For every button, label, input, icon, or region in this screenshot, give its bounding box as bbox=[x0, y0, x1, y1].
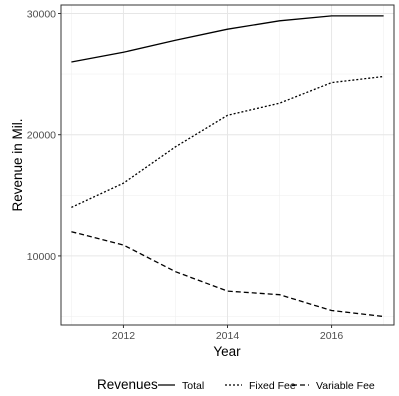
y-axis: 10000 20000 30000 bbox=[27, 8, 61, 263]
series-line-variable-fee bbox=[71, 231, 384, 318]
series-line-fixed-fee bbox=[71, 75, 384, 208]
x-axis-title: Year bbox=[213, 344, 241, 359]
y-tick-label: 30000 bbox=[27, 8, 56, 20]
legend-label-fixed-fee: Fixed Fee bbox=[249, 380, 296, 392]
x-tick-label: 2012 bbox=[112, 330, 136, 342]
legend: Revenues Total Fixed Fee Variable Fee bbox=[97, 377, 375, 392]
y-tick-label: 10000 bbox=[27, 251, 56, 263]
x-tick-label: 2014 bbox=[216, 330, 240, 342]
legend-label-variable-fee: Variable Fee bbox=[316, 380, 375, 392]
legend-title: Revenues bbox=[97, 377, 158, 392]
y-axis-title: Revenue in Mil. bbox=[10, 118, 25, 211]
x-tick-label: 2016 bbox=[320, 330, 344, 342]
major-gridlines bbox=[61, 5, 394, 325]
y-tick-label: 20000 bbox=[27, 130, 56, 142]
series-lines bbox=[71, 15, 384, 318]
legend-label-total: Total bbox=[182, 380, 204, 392]
x-axis: 2012 2014 2016 bbox=[112, 325, 344, 342]
series-line-total bbox=[71, 15, 384, 63]
